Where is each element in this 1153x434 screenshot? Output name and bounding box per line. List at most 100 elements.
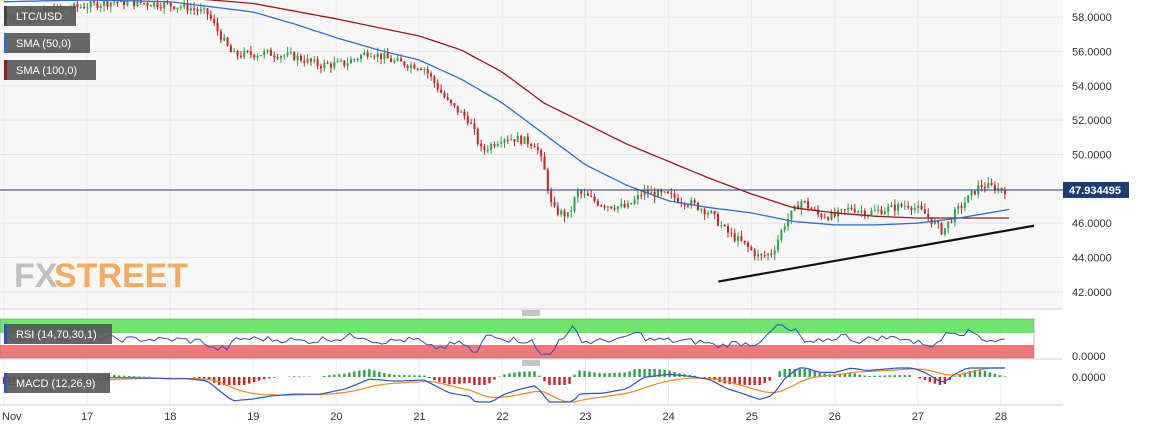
date-tick-label: Nov: [2, 411, 22, 423]
candle-body: [393, 61, 395, 62]
price-tick-label: 52.0000: [1072, 115, 1112, 127]
candle-body: [487, 150, 489, 151]
macd-histogram-bar: [1004, 376, 1006, 377]
candle-body: [604, 206, 606, 207]
rsi-axis-label: 0.0000: [1072, 351, 1106, 363]
macd-histogram-bar: [523, 372, 525, 377]
macd-histogram-bar: [703, 377, 705, 378]
candle-body: [860, 211, 862, 212]
candle-body: [433, 76, 435, 83]
candle-body: [951, 222, 953, 223]
macd-histogram-bar: [889, 375, 891, 377]
candle-body: [810, 208, 812, 209]
candle-body: [880, 210, 882, 214]
candle-body: [877, 210, 879, 211]
candle-body: [217, 23, 219, 31]
candle-body: [911, 208, 913, 210]
candle-body: [734, 233, 736, 241]
candle-body: [223, 38, 225, 41]
resize-handle-macd[interactable]: [522, 361, 540, 365]
candle-body: [156, 2, 158, 7]
macd-histogram-bar: [328, 375, 330, 377]
macd-histogram-bar: [248, 377, 250, 384]
macd-histogram-bar: [323, 376, 325, 377]
candle-body: [307, 59, 309, 63]
candle-body: [373, 56, 375, 57]
candle-body: [854, 209, 856, 212]
candle-body: [790, 211, 792, 219]
candle-body: [100, 6, 102, 8]
date-tick-label: 27: [912, 411, 924, 423]
date-tick-label: 17: [81, 411, 93, 423]
candle-body: [106, 1, 108, 7]
candle-body: [287, 52, 289, 55]
candle-body: [957, 206, 959, 209]
macd-histogram-bar: [348, 373, 350, 377]
macd-histogram-bar: [418, 375, 420, 377]
candle-body: [243, 51, 245, 57]
macd-histogram-bar: [924, 377, 926, 380]
candle-body: [463, 112, 465, 117]
macd-histogram-bar: [558, 377, 560, 385]
candle-body: [403, 61, 405, 65]
candle-body: [96, 2, 98, 8]
macd-histogram-bar: [493, 377, 495, 380]
candle-body: [850, 208, 852, 209]
candle-body: [570, 211, 572, 212]
macd-histogram-bar: [408, 375, 410, 377]
candle-body: [847, 208, 849, 210]
candle-body: [520, 136, 522, 144]
candle-body: [237, 51, 239, 56]
candle-body: [770, 254, 772, 255]
macd-histogram-bar: [513, 372, 515, 377]
macd-histogram-bar: [954, 376, 956, 377]
candle-body: [253, 55, 255, 58]
candle-body: [116, 2, 118, 3]
price-tick-label: 54.0000: [1072, 81, 1112, 93]
candle-body: [337, 61, 339, 62]
candle-body: [687, 206, 689, 207]
candle-body: [513, 139, 515, 142]
macd-histogram-bar: [779, 371, 781, 377]
macd-histogram-bar: [388, 374, 390, 377]
candle-body: [984, 187, 986, 188]
candle-body: [407, 66, 409, 68]
candle-body: [240, 56, 242, 57]
candle-body: [637, 195, 639, 199]
candle-body: [624, 204, 626, 207]
macd-histogram-bar: [578, 370, 580, 377]
candle-body: [427, 69, 429, 73]
candle-body: [197, 10, 199, 11]
macd-histogram-bar: [293, 376, 295, 377]
candle-body: [537, 147, 539, 150]
candle-body: [737, 236, 739, 241]
candle-body: [173, 6, 175, 9]
candle-body: [267, 50, 269, 52]
candle-body: [317, 59, 319, 66]
macd-histogram-bar: [904, 375, 906, 377]
macd-histogram-bar: [113, 375, 115, 377]
last-price-label: 47.934495: [1069, 185, 1121, 197]
candle-body: [343, 60, 345, 65]
candle-body: [777, 240, 779, 250]
candle-body: [380, 53, 382, 59]
macd-histogram-bar: [643, 369, 645, 377]
candle-body: [784, 226, 786, 230]
candle-body: [483, 146, 485, 150]
macd-histogram-bar: [198, 377, 200, 378]
candle-body: [327, 63, 329, 64]
rsi-overbought-band: [0, 319, 1034, 333]
macd-histogram-bar: [864, 376, 866, 377]
macd-histogram-bar: [503, 374, 505, 377]
macd-histogram-bar: [984, 371, 986, 377]
candle-body: [193, 8, 195, 9]
macd-histogram-bar: [593, 372, 595, 377]
candle-body: [80, 7, 82, 8]
candle-body: [543, 156, 545, 169]
candle-body: [413, 64, 415, 68]
resize-handle-rsi[interactable]: [522, 311, 540, 315]
candle-body: [493, 144, 495, 146]
macd-histogram-bar: [553, 377, 555, 385]
candle-body: [443, 93, 445, 98]
candle-body: [824, 217, 826, 218]
